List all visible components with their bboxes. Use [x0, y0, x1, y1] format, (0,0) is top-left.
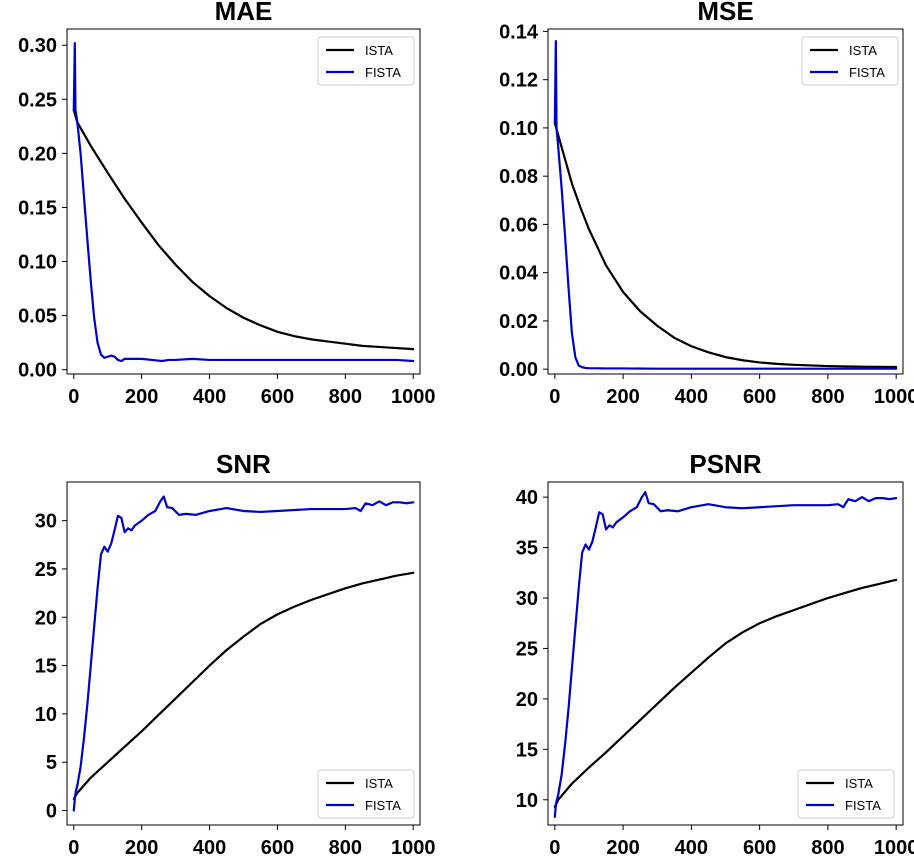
- series-line-ista: [553, 578, 898, 808]
- x-tick-label: 600: [261, 386, 294, 408]
- psnr-panel: PSNR 0 200 400 600 800 1000 10 15 20 25 30 35 40 ISTA F…: [516, 449, 914, 857]
- x-tick-label: 600: [743, 386, 776, 408]
- x-tick-label: 600: [261, 837, 294, 857]
- x-tick-label: 200: [125, 837, 158, 857]
- x-tick-label: 0: [549, 386, 560, 408]
- legend-label-ista: ISTA: [845, 776, 873, 791]
- y-tick-label: 35: [516, 538, 538, 560]
- chart-title: MAE: [215, 0, 273, 26]
- axes-frame: [547, 28, 904, 375]
- x-tick-label: 200: [125, 386, 158, 408]
- y-tick-label: 0.04: [499, 263, 539, 285]
- y-tick-label: 5: [46, 752, 57, 774]
- axes-frame: [547, 481, 904, 826]
- legend-label-fista: FISTA: [845, 798, 881, 813]
- y-tick-label: 15: [35, 656, 57, 678]
- mse-panel: MSE 0 200 400 600 800 1000 0.00 0.02 0.04 0.06 0.08…: [499, 0, 914, 408]
- chart-title: PSNR: [689, 449, 761, 479]
- x-tick-label: 400: [675, 386, 708, 408]
- series-line-fista: [72, 495, 415, 812]
- y-tick-label: 25: [35, 559, 57, 581]
- x-tick-label: 1000: [391, 837, 436, 857]
- legend: ISTA FISTA: [317, 36, 415, 86]
- x-tick-label: 200: [606, 386, 639, 408]
- y-tick-label: 10: [35, 704, 57, 726]
- y-tick-label: 30: [35, 511, 57, 533]
- legend: ISTA FISTA: [317, 769, 415, 819]
- x-tick-label: 1000: [874, 837, 914, 857]
- x-tick-label: 800: [329, 837, 362, 857]
- y-tick-label: 0.12: [499, 70, 538, 92]
- y-tick-label: 20: [35, 607, 57, 629]
- series-line-ista: [72, 109, 415, 351]
- legend: ISTA FISTA: [797, 769, 895, 819]
- y-tick-label: 20: [516, 689, 538, 711]
- x-tick-label: 600: [743, 837, 776, 857]
- y-tick-label: 40: [516, 487, 538, 509]
- snr-panel: SNR 0 200 400 600 800 1000 0 5 10 15 20 25 30 ISTA FIST…: [35, 449, 436, 857]
- y-tick-label: 0.08: [499, 166, 538, 188]
- x-tick-label: 1000: [391, 386, 436, 408]
- x-tick-label: 400: [675, 837, 708, 857]
- series-line-ista: [72, 571, 415, 801]
- x-tick-label: 800: [811, 837, 844, 857]
- y-tick-label: 15: [516, 739, 538, 761]
- chart-title: SNR: [216, 449, 271, 479]
- x-tick-label: 400: [193, 386, 226, 408]
- x-tick-label: 0: [549, 837, 560, 857]
- y-tick-label: 0.20: [18, 143, 57, 165]
- x-tick-label: 0: [68, 386, 79, 408]
- x-tick-label: 400: [193, 837, 226, 857]
- x-tick-label: 200: [606, 837, 639, 857]
- x-tick-label: 800: [329, 386, 362, 408]
- y-tick-label: 0.10: [499, 118, 538, 140]
- y-tick-label: 0.10: [18, 252, 57, 274]
- y-tick-label: 0: [46, 801, 57, 823]
- series-line-fista: [553, 39, 898, 370]
- series-line-fista: [553, 490, 898, 819]
- legend-label-fista: FISTA: [849, 65, 885, 80]
- y-tick-label: 0.30: [18, 35, 57, 57]
- x-tick-label: 1000: [874, 386, 914, 408]
- legend-label-fista: FISTA: [365, 798, 401, 813]
- y-tick-label: 0.02: [499, 311, 538, 333]
- y-tick-label: 25: [516, 638, 538, 660]
- y-tick-label: 0.15: [18, 197, 57, 219]
- series-line-fista: [72, 41, 415, 363]
- legend-label-fista: FISTA: [365, 65, 401, 80]
- y-tick-label: 0.14: [499, 21, 539, 43]
- y-tick-label: 0.06: [499, 214, 538, 236]
- legend-label-ista: ISTA: [365, 776, 393, 791]
- mae-panel: MAE 0 200 400 600 800 1000 0.00 0.05 0.10 0.15 0.20…: [18, 0, 435, 408]
- series-line-ista: [553, 121, 898, 369]
- y-tick-label: 30: [516, 588, 538, 610]
- legend-label-ista: ISTA: [365, 43, 393, 58]
- y-tick-label: 0.05: [18, 306, 57, 328]
- x-tick-label: 0: [68, 837, 79, 857]
- legend-label-ista: ISTA: [849, 43, 877, 58]
- y-tick-label: 0.00: [18, 360, 57, 382]
- x-tick-label: 800: [811, 386, 844, 408]
- axes-frame: [66, 28, 421, 375]
- y-tick-label: 0.00: [499, 359, 538, 381]
- legend: ISTA FISTA: [801, 36, 899, 86]
- chart-title: MSE: [697, 0, 753, 26]
- y-tick-label: 0.25: [18, 89, 57, 111]
- y-tick-label: 10: [516, 790, 538, 812]
- axes-frame: [66, 481, 421, 826]
